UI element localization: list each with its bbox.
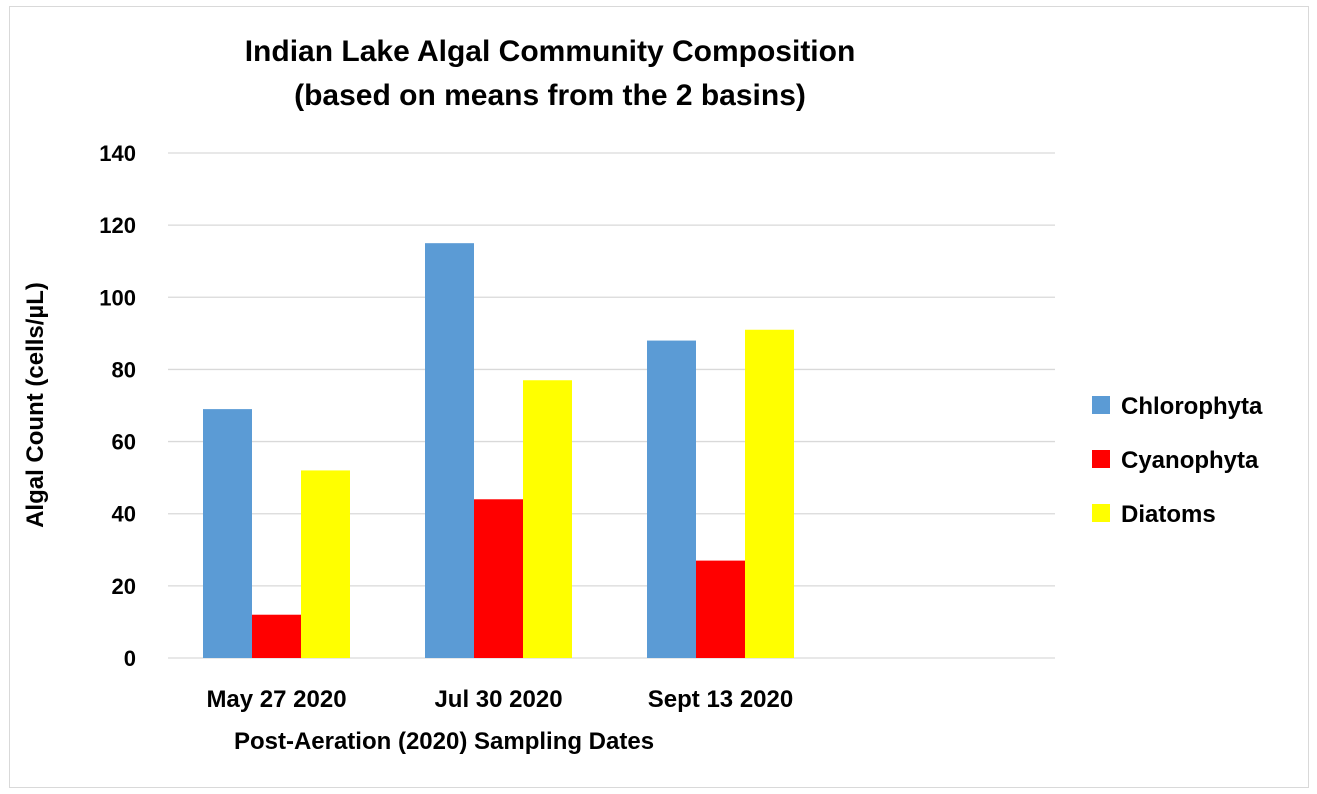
bar-diatoms <box>745 329 794 658</box>
x-tick-labels: May 27 2020 Jul 30 2020 Sept 13 2020 <box>206 686 793 713</box>
bar-cyanophyta <box>474 499 523 658</box>
x-tick-label: Sept 13 2020 <box>648 686 793 713</box>
bars <box>203 243 794 658</box>
chart-title: Indian Lake Algal Community Composition … <box>0 30 1100 118</box>
bar-cyanophyta <box>252 614 301 658</box>
legend-label-chlorophyta: Chlorophyta <box>1121 393 1263 420</box>
bar-cyanophyta <box>696 560 745 658</box>
chart-title-line-1: Indian Lake Algal Community Composition <box>244 35 856 68</box>
y-tick-label: 60 <box>112 430 136 455</box>
legend-swatch-cyanophyta <box>1092 450 1110 468</box>
legend-swatch-diatoms <box>1092 504 1110 522</box>
bar-chlorophyta <box>647 340 696 658</box>
legend-swatch-chlorophyta <box>1092 396 1110 414</box>
y-tick-label: 40 <box>112 502 136 527</box>
chart-title-line-2: (based on means from the 2 basins) <box>294 79 806 112</box>
bar-diatoms <box>523 380 572 658</box>
y-axis-label: Algal Count (cells/µL) <box>22 282 49 528</box>
y-tick-label: 0 <box>124 646 136 671</box>
y-tick-label: 100 <box>99 285 136 310</box>
y-tick-labels: 0 20 40 60 80 100 120 140 <box>99 141 136 671</box>
y-tick-label: 140 <box>99 141 136 166</box>
y-tick-label: 120 <box>99 213 136 238</box>
x-tick-label: May 27 2020 <box>206 686 346 713</box>
legend-label-diatoms: Diatoms <box>1121 501 1216 528</box>
bar-chlorophyta <box>425 243 474 658</box>
y-tick-label: 80 <box>112 357 136 382</box>
y-tick-label: 20 <box>112 574 136 599</box>
bar-chlorophyta <box>203 409 252 658</box>
x-axis-label: Post-Aeration (2020) Sampling Dates <box>234 728 654 755</box>
x-tick-label: Jul 30 2020 <box>434 686 562 713</box>
legend-label-cyanophyta: Cyanophyta <box>1121 447 1259 474</box>
legend: Chlorophyta Cyanophyta Diatoms <box>1092 393 1263 528</box>
bar-diatoms <box>301 470 350 658</box>
